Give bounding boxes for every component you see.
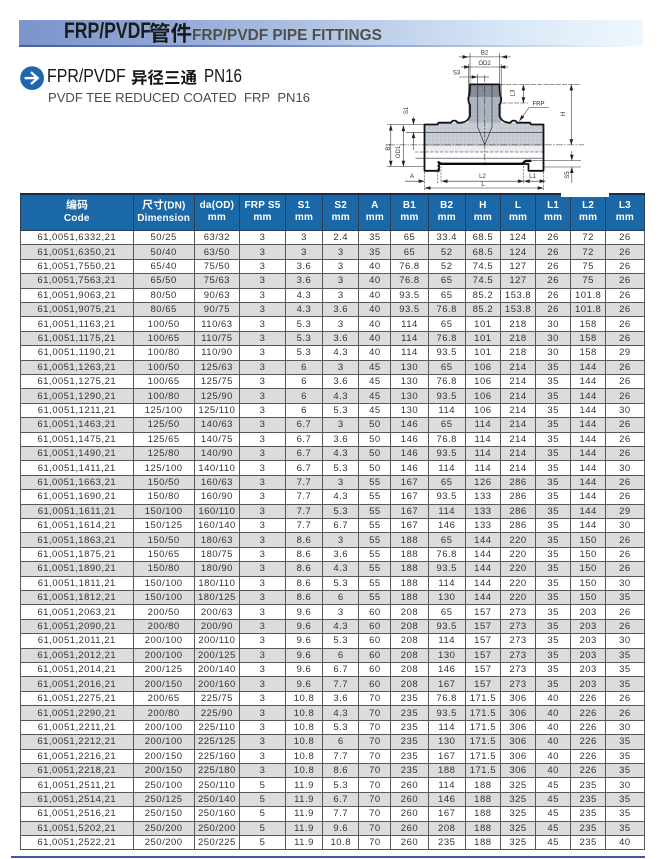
- svg-text:S3: S3: [453, 71, 461, 77]
- svg-text:B1: B1: [386, 143, 392, 151]
- svg-text:L3: L3: [511, 89, 517, 96]
- svg-text:S1: S1: [404, 106, 410, 114]
- svg-text:S5: S5: [565, 171, 571, 179]
- svg-text:L2: L2: [479, 174, 486, 180]
- svg-text:OD1: OD1: [396, 145, 402, 158]
- svg-text:A: A: [410, 174, 414, 180]
- svg-text:FRP: FRP: [533, 102, 545, 108]
- svg-text:L1: L1: [529, 174, 536, 180]
- svg-text:H: H: [561, 112, 567, 116]
- svg-text:OD2: OD2: [478, 61, 491, 67]
- svg-text:B2: B2: [481, 51, 489, 57]
- svg-text:L: L: [481, 182, 485, 188]
